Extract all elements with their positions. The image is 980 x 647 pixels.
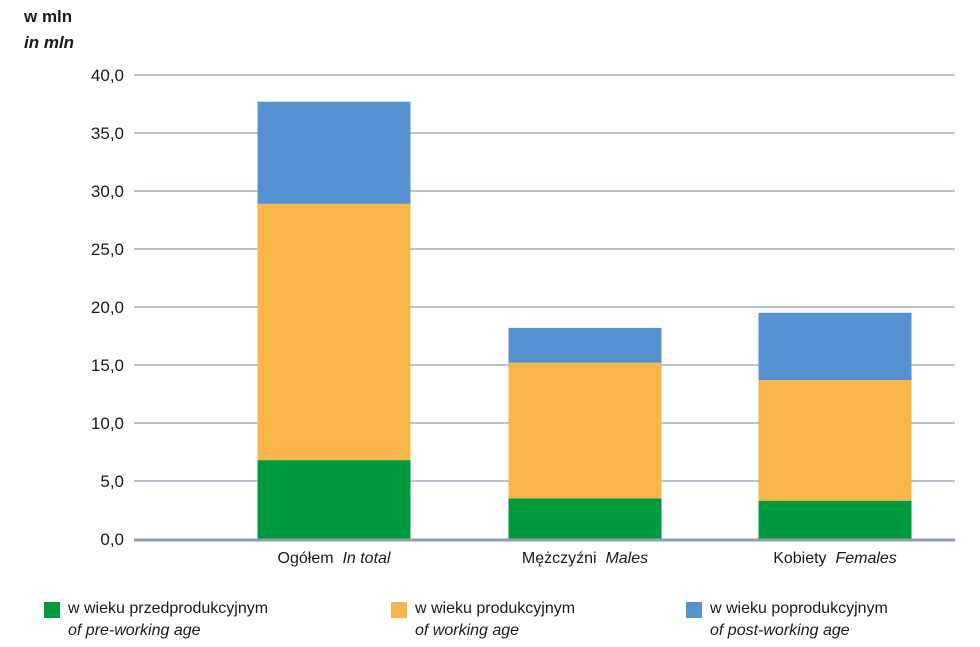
legend-label-en: of working age	[415, 622, 520, 639]
y-tick-label: 25,0	[91, 240, 124, 259]
x-tick-label: Kobiety Females	[773, 550, 897, 567]
y-unit-label: w mln	[24, 7, 73, 26]
stacked-bar-chart: 0,0 5,0 10,0 15,0 20,0 25,0 30,0 35,0 40,0 Ogółem…	[91, 66, 955, 567]
bar-segment-working-age	[508, 362, 662, 499]
bar-segment-pre-working-age	[508, 498, 662, 539]
x-tick-label: Ogółem In total	[278, 550, 391, 567]
y-tick-label: 20,0	[91, 298, 124, 317]
legend-swatch-working-age	[391, 602, 407, 618]
legend-label-working-age: w wieku produkcyjnym of working age	[415, 598, 575, 642]
y-unit-label-english: in mln	[24, 33, 75, 52]
y-tick-label: 0,0	[100, 530, 124, 549]
y-tick-label: 30,0	[91, 182, 124, 201]
legend: w wieku przedprodukcyjnym of pre-working…	[0, 598, 980, 647]
legend-label-en: of post-working age	[710, 622, 850, 639]
y-tick-label: 10,0	[91, 414, 124, 433]
y-tick-label: 15,0	[91, 356, 124, 375]
y-tick-label: 40,0	[91, 66, 124, 85]
legend-label-pl: w wieku produkcyjnym	[415, 600, 576, 617]
bar-segment-post-working-age	[257, 101, 411, 204]
legend-label-pl: w wieku poprodukcyjnym	[710, 600, 888, 617]
legend-swatch-pre-working-age	[44, 602, 60, 618]
bar-segment-post-working-age	[508, 327, 662, 363]
y-tick-label: 35,0	[91, 124, 124, 143]
x-tick-label: Mężczyźni Males	[522, 550, 648, 567]
legend-label-en: of pre-working age	[68, 622, 201, 639]
legend-label-post-working-age: w wieku poprodukcyjnym of post-working a…	[710, 598, 888, 642]
y-tick-label: 5,0	[100, 472, 124, 491]
bar-segment-working-age	[758, 380, 912, 501]
bar-segment-pre-working-age	[257, 460, 411, 539]
legend-swatch-post-working-age	[686, 602, 702, 618]
legend-label-pre-working-age: w wieku przedprodukcyjnym of pre-working…	[68, 598, 268, 642]
bar-segment-working-age	[257, 203, 411, 461]
legend-label-pl: w wieku przedprodukcyjnym	[68, 600, 269, 617]
bar-segment-pre-working-age	[758, 500, 912, 539]
bar-segment-post-working-age	[758, 312, 912, 381]
